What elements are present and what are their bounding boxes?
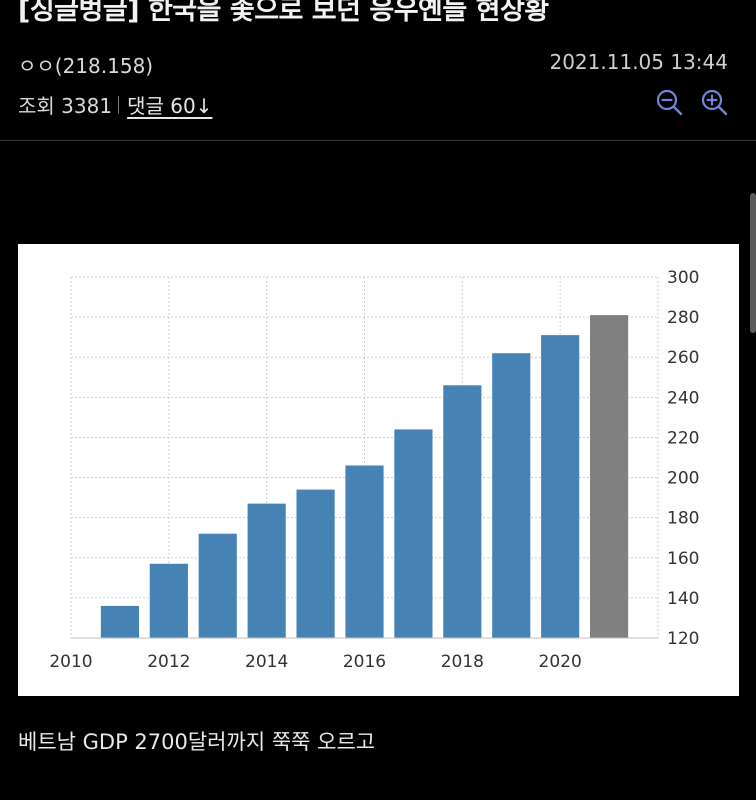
post-datetime: 2021.11.05 13:44	[549, 50, 728, 74]
y-tick-label: 180	[667, 509, 699, 529]
view-count: 조회 3381	[18, 94, 113, 118]
y-tick-label: 140	[667, 589, 699, 609]
bar-2021	[590, 315, 629, 638]
x-tick-label: 2012	[147, 652, 190, 672]
comment-count-link[interactable]: 댓글 60↓	[127, 94, 213, 118]
y-tick-label: 200	[667, 469, 699, 489]
x-tick-label: 2018	[441, 652, 484, 672]
gdp-bar-chart: 120 140 160 180 200 220 240 260 280 300 2010 2012 20…	[49, 268, 699, 672]
meta-divider	[118, 95, 120, 114]
bar-2018	[443, 385, 482, 638]
gdp-chart-image: 120 140 160 180 200 220 240 260 280 300 2010 2012 20…	[18, 244, 739, 696]
bar-2016	[345, 465, 384, 638]
bar-2020	[541, 335, 580, 638]
post-caption: 베트남 GDP 2700달러까지 쭉쭉 오르고	[18, 730, 376, 754]
zoom-out-icon[interactable]	[654, 87, 684, 117]
y-tick-label: 240	[667, 388, 699, 408]
bar-2013	[198, 533, 237, 638]
y-tick-label: 280	[667, 308, 699, 328]
post-meta: 조회 3381 댓글 60↓	[18, 90, 212, 119]
zoom-in-icon[interactable]	[699, 87, 729, 117]
author-name[interactable]: ㅇㅇ(218.158)	[18, 54, 154, 78]
scrollbar-thumb[interactable]	[750, 193, 756, 333]
bar-2014	[247, 503, 286, 638]
y-tick-label: 160	[667, 549, 699, 569]
x-tick-label: 2020	[539, 652, 582, 672]
post-title: [싱글벙글] 한국을 좇으로 보던 응우옌들 현상황	[18, 0, 549, 26]
y-tick-label: 120	[667, 629, 699, 649]
bar-2012	[149, 563, 188, 638]
x-tick-label: 2016	[343, 652, 386, 672]
y-tick-label: 300	[667, 268, 699, 288]
post-header: [싱글벙글] 한국을 좇으로 보던 응우옌들 현상황 ㅇㅇ(218.158) 2…	[0, 0, 756, 141]
bar-2019	[492, 353, 531, 638]
x-tick-label: 2010	[49, 652, 92, 672]
bar-2011	[100, 605, 139, 638]
y-tick-label: 260	[667, 348, 699, 368]
bar-2017	[394, 429, 433, 638]
y-tick-label: 220	[667, 428, 699, 448]
bar-2015	[296, 489, 335, 638]
x-tick-label: 2014	[245, 652, 288, 672]
